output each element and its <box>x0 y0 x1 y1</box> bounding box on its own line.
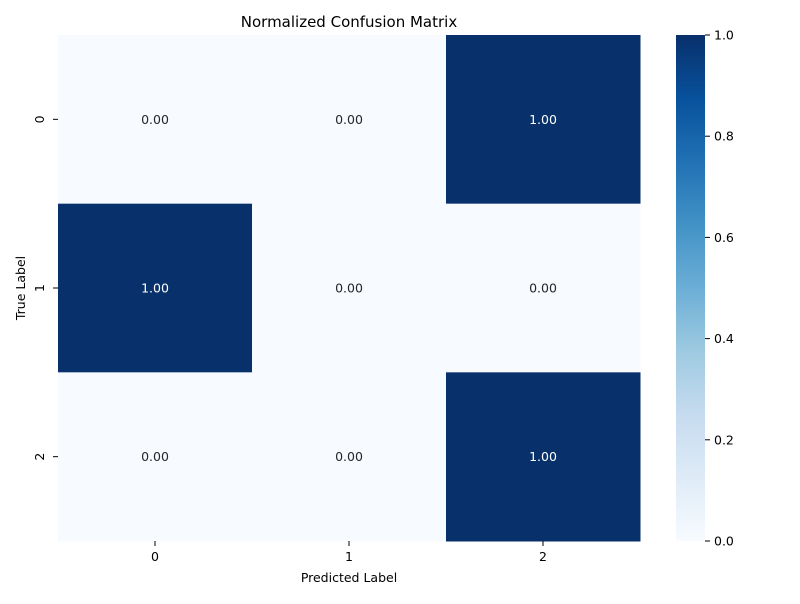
chart-title: Normalized Confusion Matrix <box>241 13 458 31</box>
cell-annotation-2-1: 0.00 <box>335 449 363 464</box>
heatmap-cell-2-0 <box>58 372 253 542</box>
y-tick-label-1: 1 <box>32 284 47 292</box>
cell-annotation-0-0: 0.00 <box>141 112 169 127</box>
cell-annotation-0-1: 0.00 <box>335 112 363 127</box>
cell-annotation-1-1: 0.00 <box>335 281 363 296</box>
x-axis: 0 1 2 <box>151 541 547 564</box>
colorbar-tick-label-4: 0.8 <box>714 129 734 144</box>
x-tick-label-2: 2 <box>539 549 547 564</box>
heatmap-cell-1-1 <box>252 203 447 373</box>
heatmap-cell-0-0 <box>58 35 253 205</box>
heatmap-cell-0-2 <box>446 35 641 205</box>
x-tick-label-0: 0 <box>151 549 159 564</box>
heatmap-cells: 0.00 0.00 1.00 1.00 0.00 0.00 0.00 0.00 1.00 <box>58 35 641 542</box>
y-tick-label-0: 0 <box>32 115 47 123</box>
heatmap-cell-1-2 <box>446 203 641 373</box>
colorbar-gradient <box>676 35 705 541</box>
y-tick-label-2: 2 <box>32 453 47 461</box>
heatmap-cell-2-1 <box>252 372 447 542</box>
colorbar-tick-label-0: 0.0 <box>714 534 734 549</box>
cell-annotation-2-0: 0.00 <box>141 449 169 464</box>
x-tick-label-1: 1 <box>345 549 353 564</box>
cell-annotation-1-2: 0.00 <box>529 281 557 296</box>
colorbar-tick-label-3: 0.6 <box>714 230 734 245</box>
colorbar-tick-label-5: 1.0 <box>714 28 734 43</box>
x-axis-label: Predicted Label <box>301 570 397 585</box>
cell-annotation-0-2: 1.00 <box>529 112 557 127</box>
cell-annotation-1-0: 1.00 <box>141 281 169 296</box>
colorbar-tick-label-1: 0.2 <box>714 432 734 447</box>
heatmap-cell-2-2 <box>446 372 641 542</box>
colorbar-tick-label-2: 0.4 <box>714 331 734 346</box>
y-axis: 0 1 2 <box>32 115 58 461</box>
colorbar: 0.0 0.2 0.4 0.6 0.8 1.0 <box>676 28 734 549</box>
cell-annotation-2-2: 1.00 <box>529 449 557 464</box>
heatmap-cell-0-1 <box>252 35 447 205</box>
y-axis-label: True Label <box>13 256 28 321</box>
heatmap-cell-1-0 <box>58 203 253 373</box>
